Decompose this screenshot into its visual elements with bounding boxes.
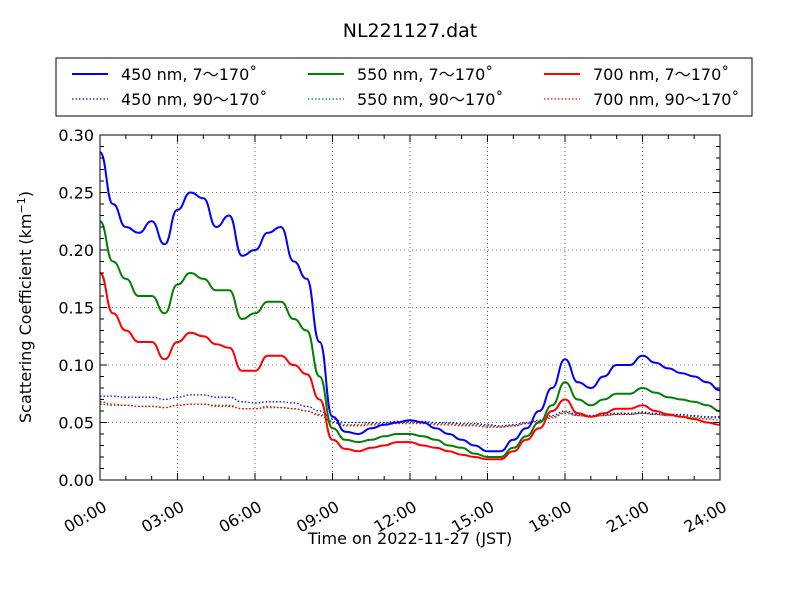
legend-label: 550 nm, 90～170˚ — [357, 90, 503, 109]
series-line — [99, 403, 720, 428]
x-tick-label: 03:00 — [138, 497, 187, 537]
grid — [100, 135, 720, 480]
y-tick-labels: 0.00 0.05 0.10 0.15 0.20 0.25 0.30 — [58, 126, 94, 490]
y-tick-label: 0.30 — [58, 126, 94, 145]
y-axis-label-end: ) — [16, 191, 35, 197]
chart-title: NL221127.dat — [343, 20, 478, 42]
series-layer — [99, 151, 721, 461]
legend: 450 nm, 7～170˚ 550 nm, 7～170˚ 700 nm, 7～17… — [55, 57, 753, 117]
x-tick-label: 18:00 — [526, 497, 575, 537]
x-tick-label: 06:00 — [216, 497, 265, 537]
ticks — [99, 134, 721, 481]
x-tick-label: 21:00 — [603, 497, 652, 537]
series-line — [99, 272, 721, 461]
legend-label: 450 nm, 90～170˚ — [121, 90, 267, 109]
legend-box — [55, 57, 753, 117]
x-tick-label: 24:00 — [681, 497, 730, 537]
series-line — [99, 151, 721, 453]
y-tick-label: 0.10 — [58, 356, 94, 375]
y-axis-label: Scattering Coefficient (km−1) — [15, 191, 35, 423]
y-tick-label: 0.00 — [58, 471, 94, 490]
y-tick-label: 0.15 — [58, 299, 94, 318]
legend-label: 700 nm, 90～170˚ — [593, 90, 739, 109]
legend-label: 450 nm, 7～170˚ — [121, 65, 257, 84]
legend-label: 550 nm, 7～170˚ — [357, 65, 493, 84]
y-axis-label-main: Scattering Coefficient (km — [16, 213, 35, 423]
x-axis-label: Time on 2022-11-27 (JST) — [307, 529, 512, 548]
y-tick-label: 0.05 — [58, 414, 94, 433]
series-line — [99, 220, 721, 459]
y-axis-label-exponent: −1 — [15, 197, 28, 213]
y-tick-label: 0.25 — [58, 184, 94, 203]
legend-label: 700 nm, 7～170˚ — [593, 65, 729, 84]
series-line — [99, 401, 721, 428]
y-tick-label: 0.20 — [58, 241, 94, 260]
x-tick-label: 00:00 — [61, 497, 110, 537]
